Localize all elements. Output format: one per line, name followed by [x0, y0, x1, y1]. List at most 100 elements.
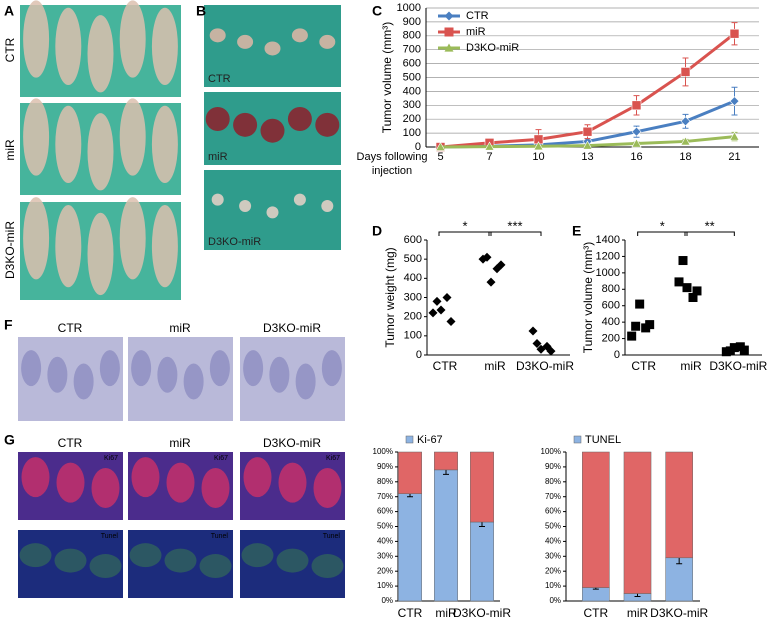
- legend-label: TUNEL: [585, 434, 621, 446]
- y-tick-label: 100: [404, 330, 422, 342]
- y-tick-label: 1200: [596, 250, 620, 262]
- legend-label: miR: [466, 26, 486, 38]
- stain-label: Tunel: [101, 533, 119, 540]
- marker: [680, 136, 691, 146]
- histology-photo-detail: [73, 363, 94, 400]
- y-tick-label: 20%: [377, 566, 393, 575]
- ki67-photo-detail: [278, 462, 307, 503]
- y-tick-label: 20%: [545, 566, 561, 575]
- y-tick-label: 90%: [545, 462, 561, 471]
- marker: [484, 141, 495, 151]
- stain-label: Ki67: [326, 455, 340, 462]
- y-tick-label: 500: [404, 253, 422, 265]
- mouse-photo-detail: [87, 113, 114, 191]
- marker: [442, 293, 452, 302]
- column-title: miR: [169, 436, 191, 450]
- y-tick-label: 200: [403, 113, 421, 125]
- marker: [486, 277, 496, 287]
- y-tick-label: 600: [404, 234, 422, 246]
- marker: [631, 321, 641, 331]
- marker: [688, 293, 698, 302]
- tumor-photo-detail: [239, 200, 252, 212]
- y-axis-label: Tumor weight (mg): [383, 247, 397, 347]
- tunel-photo-detail: [164, 548, 197, 573]
- tumor-photo-detail: [211, 193, 224, 206]
- marker: [729, 131, 740, 141]
- y-tick-label: 80%: [377, 477, 393, 486]
- mouse-photo-detail: [23, 98, 50, 176]
- y-tick-label: 30%: [545, 551, 561, 560]
- bar-segment: [398, 493, 422, 602]
- column-title: D3KO-miR: [263, 321, 321, 335]
- row-label: miR: [3, 139, 17, 161]
- photo-label: D3KO-miR: [208, 236, 261, 248]
- bar-segment: [665, 451, 693, 559]
- marker: [496, 260, 506, 270]
- tumor-photo-detail: [315, 112, 340, 137]
- significance-label: *: [462, 218, 467, 233]
- column-title: CTR: [58, 321, 83, 335]
- legend-marker: [444, 11, 454, 21]
- marker: [478, 254, 488, 264]
- y-tick-label: 1400: [596, 234, 620, 246]
- mouse-photo-detail: [23, 197, 50, 280]
- y-tick-label: 0: [614, 349, 620, 361]
- x-tick-label: 16: [630, 151, 642, 163]
- x-tick-label: miR: [484, 359, 506, 373]
- y-tick-label: 200: [602, 332, 620, 344]
- marker: [546, 346, 556, 356]
- significance-label: **: [705, 218, 715, 233]
- legend-marker: [444, 43, 454, 52]
- marker: [645, 320, 655, 330]
- mouse-photo-detail: [55, 7, 82, 86]
- stain-label: Tunel: [323, 533, 341, 540]
- mouse-photo-detail: [23, 0, 50, 78]
- panel-label: D: [372, 223, 382, 239]
- y-tick-label: 60%: [545, 507, 561, 516]
- marker: [682, 283, 692, 293]
- y-tick-label: 0%: [549, 596, 561, 605]
- bar-segment: [623, 451, 652, 594]
- legend-marker: [444, 27, 454, 37]
- panel-label: G: [4, 432, 15, 448]
- mouse-photo-detail: [119, 98, 146, 176]
- x-tick-label: 10: [532, 151, 544, 163]
- marker: [635, 299, 645, 309]
- x-tick-label: CTR: [583, 606, 608, 620]
- ki67-photo-detail: [21, 457, 50, 498]
- marker: [680, 67, 691, 77]
- significance-label: ***: [507, 218, 522, 233]
- y-tick-label: 60%: [377, 507, 393, 516]
- mouse-photo-detail: [87, 15, 114, 93]
- ki67-photo-detail: [243, 457, 272, 498]
- y-tick-label: 800: [403, 30, 421, 42]
- y-tick-label: 100%: [373, 447, 393, 456]
- marker: [725, 346, 735, 356]
- tumor-photo-detail: [293, 193, 306, 206]
- mouse-photo-detail: [151, 7, 178, 86]
- significance-bracket: [637, 231, 688, 236]
- x-tick-label: CTR: [631, 359, 656, 373]
- x-tick-label: miR: [435, 606, 457, 620]
- mouse-photo-detail: [119, 0, 146, 78]
- tunel-photo-detail: [89, 554, 122, 579]
- y-tick-label: 90%: [377, 462, 393, 471]
- x-tick-label: 7: [486, 151, 492, 163]
- tumor-photo-detail: [321, 200, 334, 212]
- column-title: miR: [169, 321, 191, 335]
- y-tick-label: 10%: [545, 581, 561, 590]
- legend-swatch: [405, 435, 414, 444]
- tunel-photo-detail: [276, 548, 309, 573]
- legend-label: CTR: [466, 10, 489, 22]
- bar-segment: [665, 557, 693, 602]
- tunel-photo-detail: [199, 554, 232, 579]
- y-tick-label: 70%: [545, 492, 561, 501]
- marker: [482, 252, 492, 262]
- mouse-photo-detail: [151, 105, 178, 184]
- histology-photo-detail: [157, 356, 178, 393]
- tumor-photo-detail: [233, 112, 258, 137]
- x-tick-label: CTR: [433, 359, 458, 373]
- y-tick-label: 1000: [596, 267, 620, 279]
- y-tick-label: 40%: [377, 537, 393, 546]
- panel-label: F: [4, 317, 13, 333]
